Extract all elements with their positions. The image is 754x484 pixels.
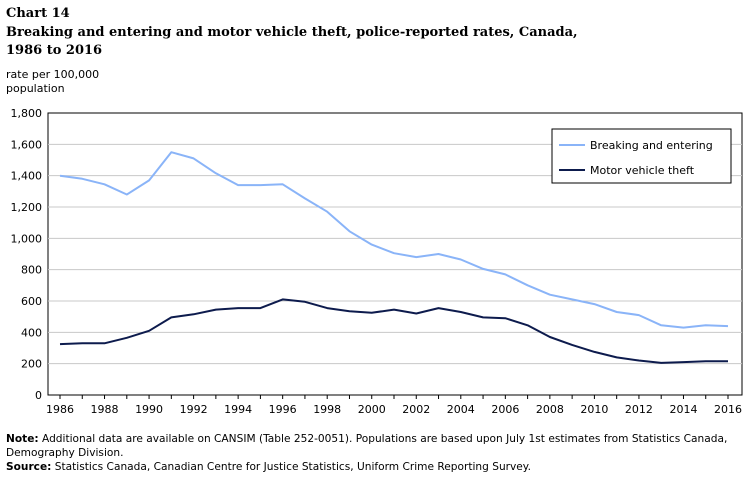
y-tick-label: 0 — [35, 389, 42, 402]
y-tick-label: 600 — [21, 295, 42, 308]
plot-frame — [47, 112, 743, 396]
chart-number: Chart 14 — [6, 6, 70, 21]
x-tick-label: 2006 — [491, 403, 519, 416]
y-tick-label: 200 — [21, 358, 42, 371]
x-tick-label: 2014 — [669, 403, 697, 416]
legend-box — [551, 128, 732, 184]
y-tick-label: 1,800 — [11, 107, 43, 120]
legend-label: Breaking and entering — [590, 139, 713, 152]
y-tick-label: 1,600 — [11, 138, 43, 151]
legend: Breaking and entering Motor vehicle theft — [551, 128, 732, 184]
source-label: Source: — [6, 461, 52, 473]
x-tick-label: 1996 — [269, 403, 297, 416]
x-tick-label: 2004 — [447, 403, 475, 416]
x-tick-label: 2002 — [402, 403, 430, 416]
legend-label: Motor vehicle theft — [590, 164, 695, 177]
x-tick-label: 2000 — [358, 403, 386, 416]
y-tick-labels: 0 200 400 600 800 1,000 1,200 1,400 1,600 1,800 — [11, 107, 43, 402]
y-tick-label: 800 — [21, 264, 42, 277]
line-chart: 0 200 400 600 800 1,000 1,200 1,400 1,600 1,800 1… — [11, 107, 743, 416]
x-tick-label: 1992 — [180, 403, 208, 416]
x-tick-label: 1994 — [224, 403, 252, 416]
series-line-breaking-and-entering — [59, 151, 729, 329]
series-line-motor-vehicle-theft — [59, 298, 728, 364]
x-tick-label: 2010 — [580, 403, 608, 416]
footnotes: Note: Additional data are available on C… — [6, 432, 748, 474]
y-tick-label: 1,200 — [11, 201, 43, 214]
y-tick-label: 1,000 — [11, 232, 43, 245]
note-label: Note: — [6, 433, 39, 445]
chart-title: Breaking and entering and motor vehicle … — [6, 25, 578, 58]
y-axis-label: rate per 100,000 population — [6, 68, 100, 95]
note-text: Additional data are available on CANSIM … — [6, 433, 728, 459]
series-lines — [59, 151, 729, 364]
y-tick-label: 1,400 — [11, 170, 43, 183]
x-tick-label: 1988 — [91, 403, 119, 416]
x-tick-label: 1986 — [46, 403, 74, 416]
x-tick-label: 2008 — [536, 403, 564, 416]
x-tick-labels: 1986 1988 1990 1992 1994 1996 1998 2000 2002 2004… — [46, 395, 742, 416]
x-tick-label: 1998 — [313, 403, 341, 416]
x-tick-label: 1990 — [135, 403, 163, 416]
x-tick-label: 2016 — [714, 403, 742, 416]
source-text: Statistics Canada, Canadian Centre for J… — [51, 461, 531, 473]
x-tick-label: 2012 — [625, 403, 653, 416]
y-tick-label: 400 — [21, 326, 42, 339]
